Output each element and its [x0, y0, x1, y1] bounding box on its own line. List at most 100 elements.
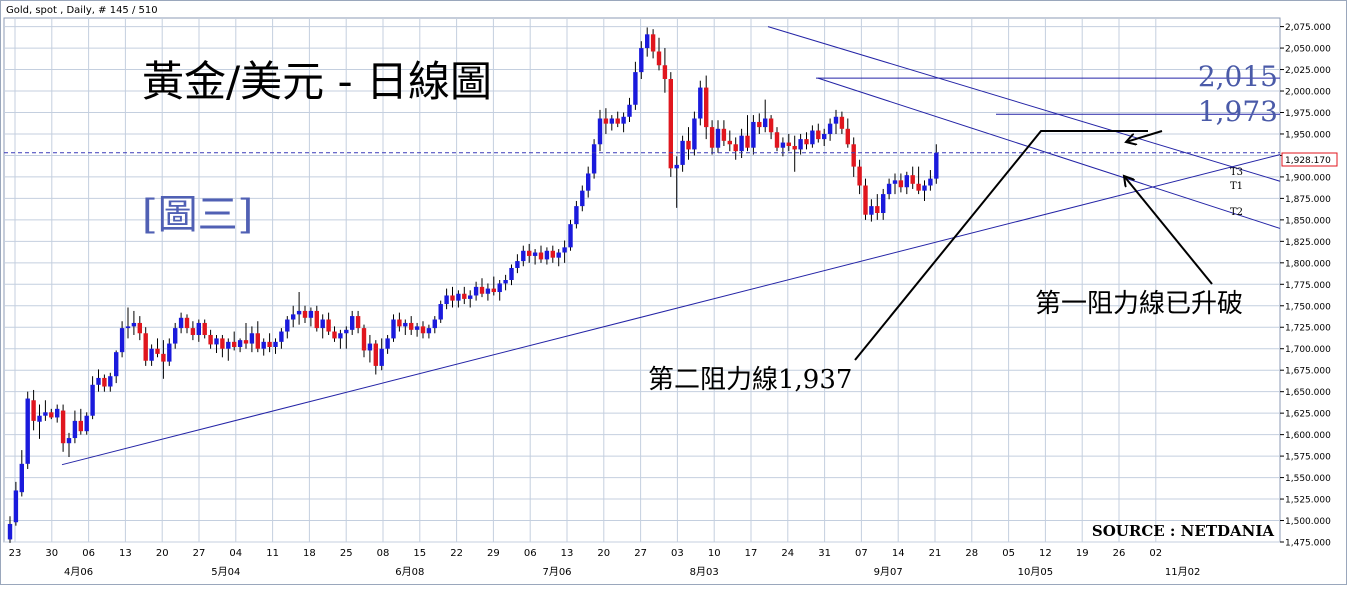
- x-tick-label: 13: [119, 548, 132, 559]
- x-tick-label: 22: [450, 548, 463, 559]
- candle: [308, 307, 314, 327]
- candle-body: [745, 135, 750, 148]
- y-tick-label: 1,850.000: [1285, 216, 1331, 226]
- x-tick-label: 19: [1076, 548, 1089, 559]
- candle-body: [125, 326, 131, 329]
- candle: [296, 292, 302, 325]
- candle-body: [544, 250, 550, 260]
- candle: [586, 166, 591, 198]
- candle-body: [320, 319, 325, 329]
- candle: [922, 180, 927, 201]
- candle: [149, 344, 154, 366]
- x-tick-label: 12: [1039, 548, 1052, 559]
- annotation-arrow-first-resistance: [1124, 176, 1213, 285]
- candle-body: [190, 328, 196, 335]
- candle: [173, 322, 178, 349]
- candle: [255, 321, 260, 353]
- x-tick-label: 13: [561, 548, 574, 559]
- candle-body: [237, 340, 243, 348]
- candle: [31, 389, 36, 431]
- x-tick-label: 03: [671, 548, 684, 559]
- candle-body: [355, 316, 361, 329]
- candle-body: [792, 145, 797, 150]
- x-tick-label: 15: [413, 548, 426, 559]
- candle: [898, 173, 904, 193]
- candle-body: [409, 322, 414, 330]
- candle-body: [733, 144, 738, 152]
- candle-body: [444, 295, 449, 305]
- candle-body: [603, 118, 609, 124]
- candle-body: [704, 87, 709, 128]
- candle-body: [385, 338, 390, 349]
- candle: [49, 408, 54, 420]
- candle: [733, 137, 738, 160]
- candle-body: [279, 331, 284, 342]
- candle: [438, 300, 443, 323]
- candle-body: [473, 286, 479, 296]
- candle-body: [220, 338, 225, 349]
- candle: [485, 283, 491, 301]
- candle-body: [768, 118, 774, 133]
- candle-body: [55, 408, 60, 418]
- candle-body: [639, 48, 644, 73]
- candle-body: [214, 338, 219, 345]
- candle-body: [774, 132, 780, 148]
- candle-body: [102, 377, 107, 387]
- candle-body: [468, 295, 473, 299]
- candle: [674, 156, 679, 208]
- candle-body: [432, 319, 437, 329]
- candle-body: [692, 118, 697, 150]
- candle-body: [580, 190, 585, 207]
- candle: [190, 321, 196, 341]
- candle-body: [450, 295, 455, 301]
- candle: [78, 408, 83, 435]
- candle: [822, 128, 827, 146]
- current-price-label: 1,928.170: [1285, 156, 1331, 166]
- candle-body: [261, 341, 266, 349]
- candle-body: [338, 333, 343, 339]
- candle-body: [78, 420, 83, 432]
- candle: [226, 338, 231, 361]
- candle-body: [420, 326, 426, 334]
- candle: [715, 120, 721, 153]
- candle: [656, 37, 662, 71]
- candle: [314, 305, 319, 332]
- x-tick-label: 10: [708, 548, 721, 559]
- candle: [863, 178, 868, 220]
- current-price-tag: [1281, 152, 1338, 167]
- y-tick-label: 1,975.000: [1285, 109, 1331, 119]
- candle-body: [90, 384, 95, 416]
- y-tick-label: 2,000.000: [1285, 88, 1331, 98]
- x-tick-label: 29: [487, 548, 500, 559]
- candle: [420, 321, 426, 339]
- candle: [444, 288, 449, 310]
- x-axis: 23 30 06 13 20 27 04 11 18 25 08 15 22 29 06 13 20 27 03 10…: [9, 548, 1201, 578]
- candle: [827, 118, 833, 141]
- candle-body: [391, 319, 396, 339]
- candle-body: [243, 340, 249, 344]
- candle-body: [633, 72, 638, 105]
- candle-body: [249, 333, 255, 344]
- candle-body: [550, 250, 555, 258]
- candle-body: [137, 322, 142, 334]
- candle-body: [7, 523, 13, 540]
- x-tick-label: 08: [377, 548, 390, 559]
- candle-body: [515, 261, 520, 268]
- candle: [798, 133, 803, 155]
- candle: [763, 99, 768, 133]
- candle-body: [586, 173, 591, 191]
- candle: [751, 115, 756, 155]
- candle-body: [438, 304, 443, 320]
- trendline-label-t3: T3: [1230, 167, 1243, 178]
- candle: [479, 278, 485, 298]
- candle-body: [662, 65, 668, 79]
- candle-body: [314, 310, 319, 329]
- candle: [662, 48, 668, 93]
- candle: [768, 115, 774, 140]
- candle: [650, 29, 656, 59]
- candle-body: [627, 104, 632, 117]
- candle: [220, 334, 225, 358]
- candle-body: [208, 334, 213, 345]
- candle-body: [538, 252, 544, 260]
